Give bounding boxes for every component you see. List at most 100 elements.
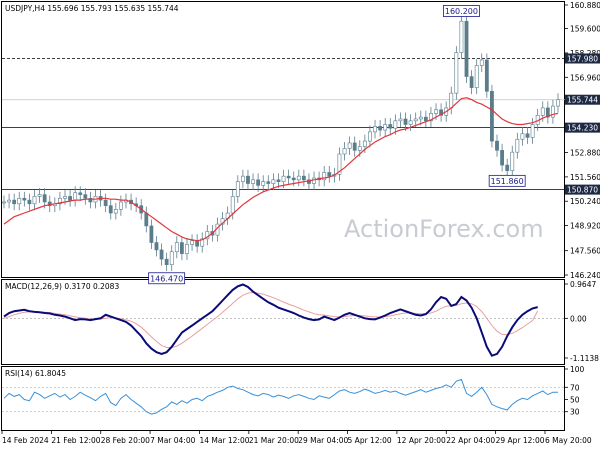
rsi-pane-frame (1, 366, 565, 431)
candle (515, 138, 520, 153)
candle (342, 148, 347, 155)
candle (108, 205, 113, 214)
candle (230, 196, 235, 214)
candle (169, 251, 174, 265)
candle (352, 142, 357, 151)
macd-y-tick-label: 0.9647 (570, 280, 596, 289)
candle (495, 140, 499, 151)
annotation-box (148, 272, 186, 285)
candle (256, 179, 261, 186)
level-tag-bg (565, 122, 600, 133)
candle (174, 242, 179, 253)
candle (474, 65, 479, 88)
rsi-series (2, 378, 565, 415)
candle (479, 59, 484, 66)
x-tick-label: 29 Apr 12:00 (496, 436, 545, 445)
candle (322, 172, 327, 181)
candle (490, 91, 494, 142)
candle (63, 196, 67, 199)
candle (113, 209, 118, 214)
candle (383, 124, 388, 131)
candle (2, 201, 6, 204)
candle (195, 240, 200, 247)
candle (261, 181, 266, 186)
candle (240, 175, 245, 182)
level-tag-bg (565, 53, 600, 64)
candle (200, 238, 205, 247)
candle (251, 179, 255, 184)
x-tick-label: 5 Apr 12:00 (348, 436, 392, 445)
watermark: ActionForex.com (344, 215, 544, 243)
macd-y-tick-label: 0.00 (570, 314, 587, 323)
candle (88, 197, 93, 203)
level-tag: 150.870 (567, 186, 598, 195)
candle (266, 181, 271, 184)
candle (32, 196, 37, 205)
candle (327, 172, 332, 177)
x-tick-label: 14 Mar 12:00 (199, 436, 249, 445)
candle (286, 175, 291, 179)
candle (434, 109, 438, 114)
candle (408, 120, 413, 125)
x-tick-label: 22 Apr 04:00 (446, 436, 495, 445)
candle (413, 118, 418, 122)
candle (68, 196, 72, 201)
candle (556, 99, 560, 107)
candle (78, 192, 83, 195)
candle (27, 199, 32, 205)
rsi-y-tick-label: 50 (570, 396, 580, 405)
candle (276, 179, 281, 182)
annotation-label: 160.200 (445, 7, 478, 16)
candle (373, 126, 377, 133)
macd-header: MACD(12,26,9) 0.3170 0.2083 (5, 282, 119, 291)
x-tick-label: 29 Mar 04:00 (298, 436, 348, 445)
candle (159, 249, 164, 260)
x-tick-label: 14 Feb 2024 (2, 436, 49, 445)
rsi-y-tick-label: 100 (570, 365, 585, 374)
candle (368, 131, 372, 142)
candle (149, 225, 154, 243)
x-tick-label: 28 Feb 20:00 (101, 436, 150, 445)
candle (403, 118, 408, 125)
price-tag-bg (565, 94, 600, 105)
candle (42, 194, 47, 203)
candle (500, 150, 504, 166)
candle (164, 258, 169, 265)
y-tick-label: 156.960 (570, 73, 600, 82)
x-tick-label: 6 May 20:00 (545, 436, 592, 445)
candle (37, 194, 42, 197)
candle (525, 133, 530, 138)
candle (449, 92, 454, 109)
candle (17, 197, 22, 205)
y-tick-label: 150.240 (570, 197, 600, 206)
candle (12, 199, 17, 205)
candle (7, 199, 11, 203)
price-pane-frame (1, 1, 565, 278)
candle (73, 192, 78, 201)
candle (179, 242, 184, 254)
candle (545, 107, 550, 118)
candle (347, 142, 352, 149)
y-tick-label: 158.280 (570, 49, 600, 58)
candle (271, 179, 276, 184)
x-tick-label: 21 Feb 12:00 (51, 436, 100, 445)
candle (510, 151, 515, 171)
moving-average-line (3, 97, 559, 242)
candle (439, 109, 444, 116)
y-tick-label: 151.560 (570, 173, 600, 182)
rsi-header: RSI(14) 61.8045 (5, 369, 66, 378)
x-tick-label: 21 Mar 20:00 (249, 436, 299, 445)
price-header: USDJPY,H4 155.696 155.793 155.635 155.74… (5, 4, 179, 13)
macd-pane-frame (1, 279, 565, 365)
candle (464, 20, 469, 77)
candle (423, 116, 428, 122)
candle (83, 194, 88, 199)
candle (185, 244, 189, 254)
candle (530, 124, 535, 138)
y-tick-label: 148.920 (570, 222, 600, 231)
level-tag: 157.980 (567, 54, 598, 63)
y-tick-label: 160.880 (570, 1, 600, 10)
